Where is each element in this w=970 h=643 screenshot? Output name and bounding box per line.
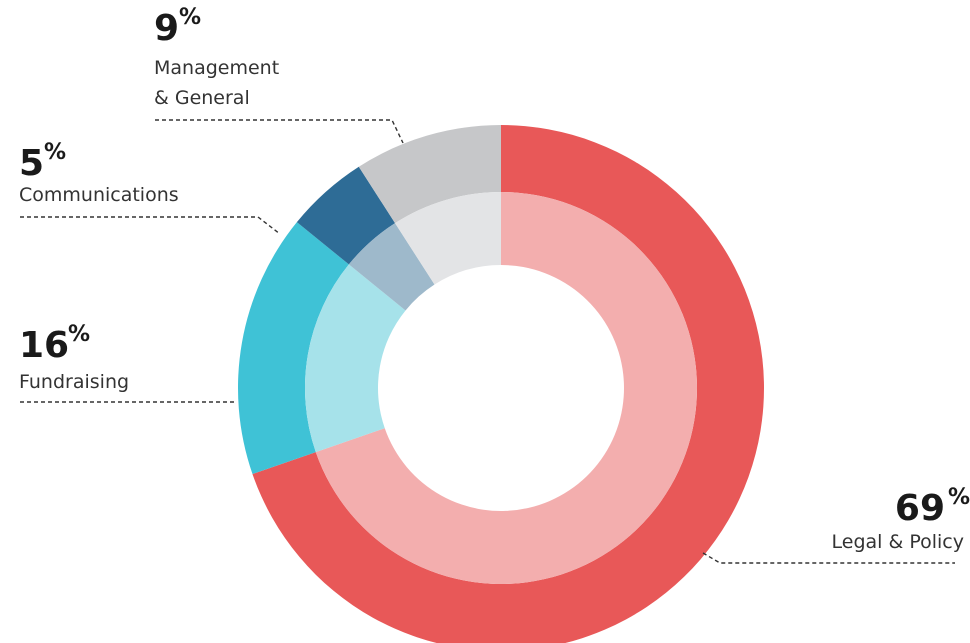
- label-fundraising: 16 % Fundraising: [19, 322, 129, 393]
- percent-value-management-general: 9: [154, 8, 179, 49]
- percent-symbol-fundraising: %: [68, 322, 90, 347]
- percent-management-general: 9: [154, 8, 179, 49]
- outer-slice-management-and-general: [358, 125, 501, 224]
- percent-legal-policy: 69: [895, 488, 945, 529]
- label-legal-policy: 69 % Legal & Policy: [832, 485, 970, 553]
- leader-line-management-general: [155, 119, 404, 144]
- percent-value-communications: 5: [19, 143, 44, 184]
- percent-symbol-communications: %: [44, 140, 66, 165]
- category-label-management-line2: & General: [154, 87, 250, 109]
- percent-value-fundraising: 16: [19, 325, 69, 366]
- inner-slice-legal-and-policy: [315, 192, 697, 584]
- leader-line-legal-policy: [702, 552, 955, 564]
- category-label-fundraising: Fundraising: [19, 371, 129, 393]
- leader-line-communications: [20, 216, 281, 235]
- inner-slice-fundraising: [305, 264, 406, 453]
- percent-symbol-management-general: %: [179, 5, 201, 30]
- outer-slice-communications: [296, 166, 396, 265]
- leader-lines: [20, 119, 955, 564]
- category-label-management-line1: Management: [154, 57, 279, 79]
- inner-slice-communications: [348, 223, 435, 311]
- percent-value-legal-policy: 69: [895, 488, 945, 529]
- category-label-legal-policy: Legal & Policy: [832, 531, 964, 553]
- inner-slice-management-and-general: [395, 192, 501, 285]
- percent-communications: 5: [19, 143, 44, 184]
- percent-symbol-legal-policy: %: [948, 485, 970, 510]
- percent-fundraising: 16: [19, 325, 69, 366]
- donut-rings: [238, 125, 764, 643]
- category-label-communications: Communications: [19, 184, 179, 206]
- label-communications: 5 % Communications: [19, 140, 179, 206]
- outer-slice-fundraising: [238, 222, 349, 475]
- label-management-general: 9 % Management & General: [154, 5, 279, 109]
